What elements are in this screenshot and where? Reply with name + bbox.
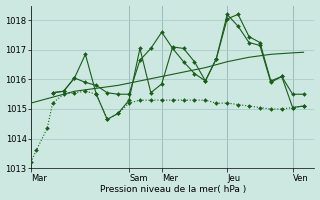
X-axis label: Pression niveau de la mer( hPa ): Pression niveau de la mer( hPa ) <box>100 185 246 194</box>
